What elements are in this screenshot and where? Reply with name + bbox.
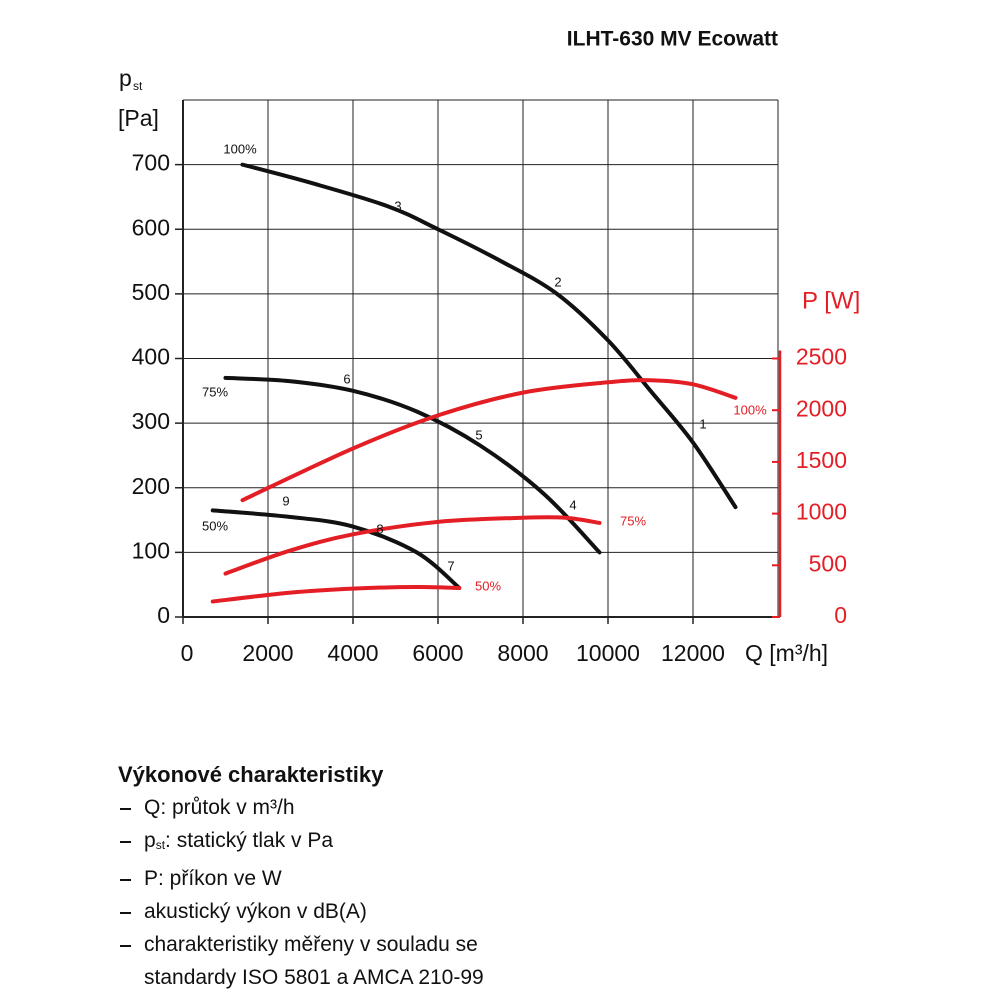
x-tick-label: 10000 [576, 640, 640, 666]
curve [210, 585, 462, 604]
curve-label: 50% [475, 578, 501, 593]
dash [120, 912, 131, 914]
y-tick-label: 200 [132, 473, 170, 499]
point-number: 1 [699, 416, 706, 431]
chart-title: ILHT-630 MV Ecowatt [567, 28, 778, 51]
notes-heading: Výkonové charakteristiky [118, 762, 384, 787]
point-number: 5 [475, 427, 482, 442]
point-number: 6 [343, 371, 350, 386]
note-item: standardy ISO 5801 a AMCA 210-99 [118, 961, 484, 994]
curve-label: 100% [733, 402, 767, 417]
note-item: P: příkon ve W [118, 862, 484, 895]
curve-label: 75% [620, 513, 646, 528]
y2-tick-label: 1000 [796, 499, 847, 525]
curve [240, 378, 738, 503]
note-text: P: příkon ve W [144, 867, 282, 890]
y-axis-unit: [Pa] [118, 105, 159, 131]
curve [223, 375, 602, 555]
y2-tick-label: 1500 [796, 447, 847, 473]
point-number: 7 [447, 558, 454, 573]
dash [120, 841, 131, 843]
point-number: 8 [376, 521, 383, 536]
curve-label: 50% [202, 518, 228, 533]
y2-axis-label: P [W] [802, 287, 860, 314]
note-text: akustický výkon v dB(A) [144, 900, 367, 923]
curve [210, 508, 462, 590]
note-text: charakteristiky měřeny v souladu se [144, 933, 478, 956]
point-number: 2 [554, 274, 561, 289]
y2-tick-label: 500 [809, 550, 847, 576]
note-text: p [144, 829, 156, 852]
y-tick-label: 500 [132, 279, 170, 305]
point-number: 9 [282, 493, 289, 508]
y-tick-label: 700 [132, 150, 170, 176]
x-tick-label: 0 [181, 640, 194, 666]
dash [120, 879, 131, 881]
curve [223, 515, 602, 576]
point-number: 4 [569, 497, 576, 512]
y-tick-label: 300 [132, 408, 170, 434]
y-tick-label: 600 [132, 214, 170, 240]
curve-label: 75% [202, 384, 228, 399]
curve-label: 100% [223, 141, 257, 156]
x-tick-label: 12000 [661, 640, 725, 666]
dash [120, 808, 131, 810]
note-item: pst: statický tlak v Pa [118, 824, 484, 862]
y2-tick-label: 2500 [796, 344, 847, 370]
note-item: akustický výkon v dB(A) [118, 895, 484, 928]
curve [240, 162, 738, 510]
note-text: Q: průtok v m³/h [144, 796, 295, 819]
note-text: standardy ISO 5801 a AMCA 210-99 [144, 966, 484, 989]
x-axis-label: Q [m³/h] [745, 640, 828, 666]
point-number: 3 [394, 198, 401, 213]
y-tick-label: 400 [132, 344, 170, 370]
x-tick-label: 8000 [497, 640, 548, 666]
y2-tick-label: 0 [834, 602, 847, 628]
y-tick-label: 100 [132, 537, 170, 563]
y-tick-label: 0 [157, 602, 170, 628]
note-text: : statický tlak v Pa [165, 829, 334, 852]
x-tick-label: 6000 [412, 640, 463, 666]
x-tick-label: 4000 [327, 640, 378, 666]
note-sub: st [155, 838, 166, 852]
dash [120, 945, 131, 947]
notes: Výkonové charakteristiky Q: průtok v m³/… [118, 758, 484, 994]
y-axis-label-sub: st [133, 79, 143, 93]
y-axis-label: p [119, 65, 132, 91]
y2-tick-label: 2000 [796, 395, 847, 421]
x-tick-label: 2000 [242, 640, 293, 666]
note-item: charakteristiky měřeny v souladu se [118, 928, 484, 961]
note-item: Q: průtok v m³/h [118, 791, 484, 824]
